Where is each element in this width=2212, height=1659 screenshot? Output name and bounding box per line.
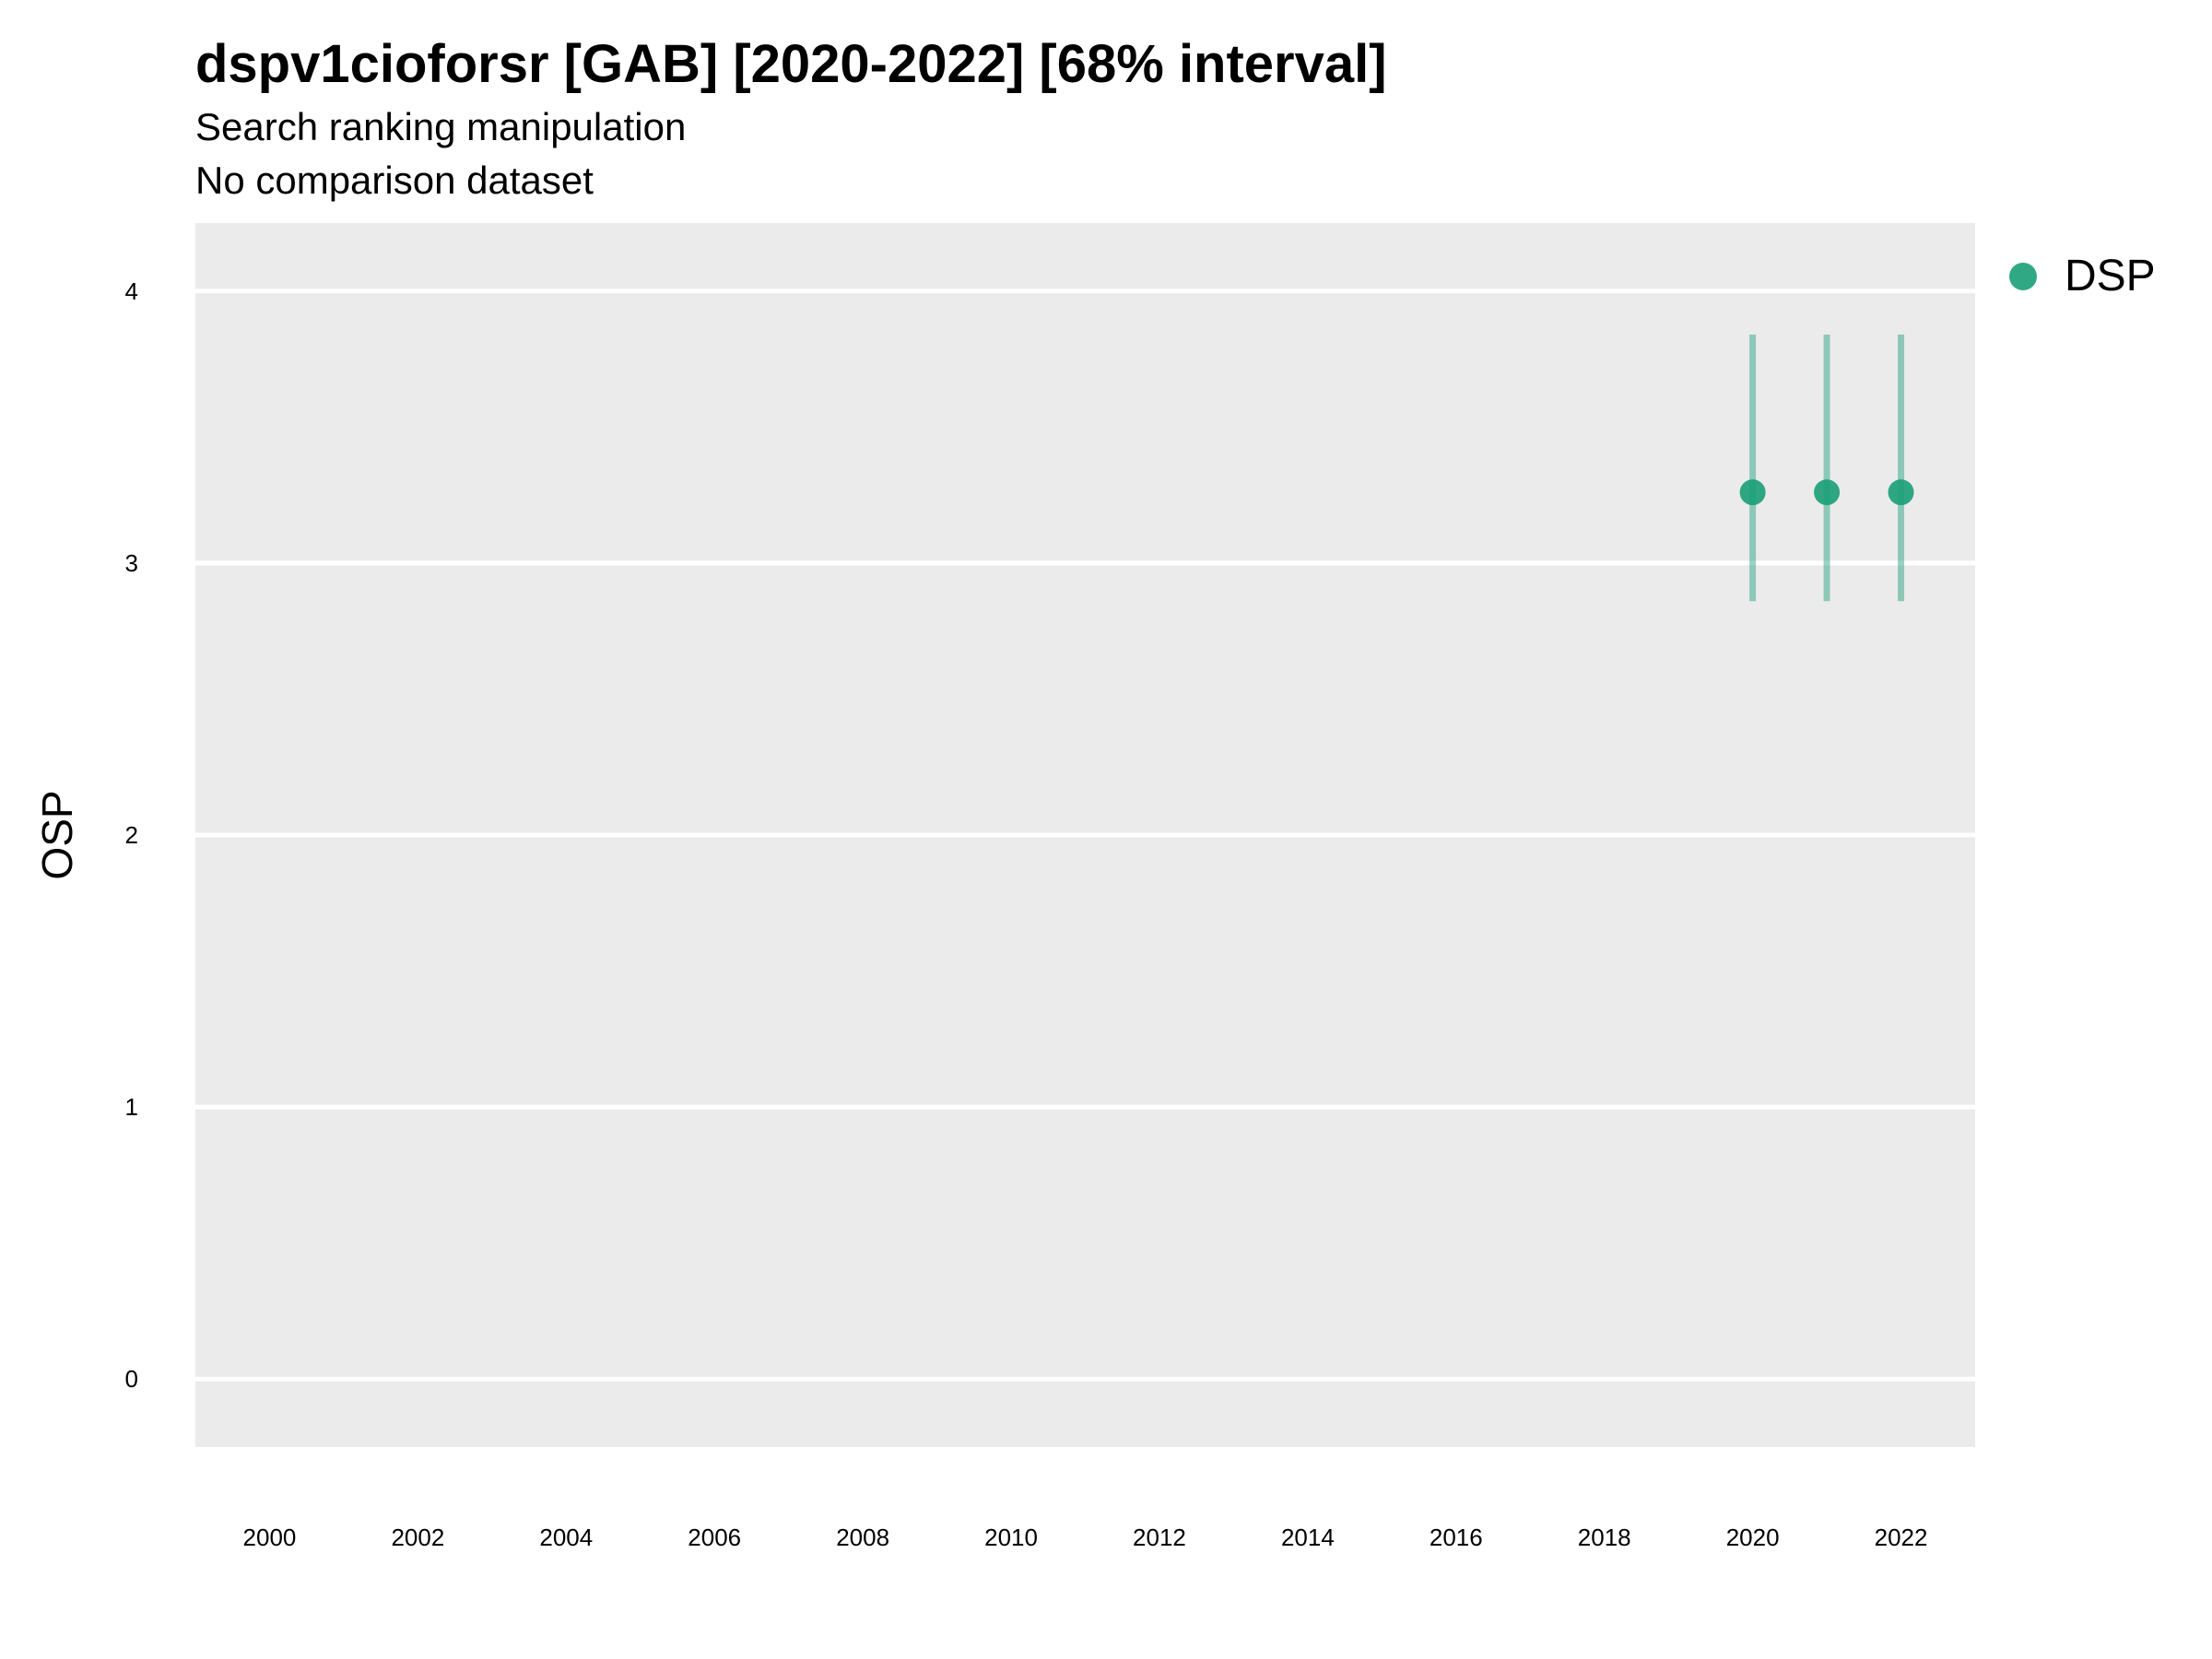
legend: DSP bbox=[2009, 251, 2156, 301]
chart-caption: No comparison dataset bbox=[195, 159, 594, 202]
x-tick-label-2004: 2004 bbox=[539, 1524, 593, 1551]
x-tick-label-2018: 2018 bbox=[1578, 1524, 1631, 1551]
y-axis-label: OSP bbox=[33, 790, 81, 879]
x-tick-label-2000: 2000 bbox=[243, 1524, 297, 1551]
x-tick-label-2020: 2020 bbox=[1726, 1524, 1780, 1551]
legend-key-dsp bbox=[2009, 262, 2037, 290]
x-tick-label-2008: 2008 bbox=[836, 1524, 889, 1551]
chart-subtitle: Search ranking manipulation bbox=[195, 105, 687, 148]
x-tick-label-2012: 2012 bbox=[1133, 1524, 1186, 1551]
y-tick-label-1: 1 bbox=[125, 1093, 138, 1121]
y-tick-label-2: 2 bbox=[125, 821, 138, 849]
y-tick-label-0: 0 bbox=[125, 1365, 138, 1393]
data-point-2021 bbox=[1814, 479, 1841, 506]
y-tick-label-4: 4 bbox=[125, 277, 138, 305]
y-tick-label-3: 3 bbox=[125, 549, 138, 577]
x-tick-label-2016: 2016 bbox=[1430, 1524, 1483, 1551]
x-tick-label-2022: 2022 bbox=[1875, 1524, 1928, 1551]
legend-label-dsp: DSP bbox=[2065, 252, 2156, 300]
x-tick-label-2014: 2014 bbox=[1281, 1524, 1335, 1551]
x-tick-label-2002: 2002 bbox=[391, 1524, 444, 1551]
chart-title: dspv1cioforsr [GAB] [2020-2022] [68% int… bbox=[195, 34, 1387, 94]
x-tick-label-2006: 2006 bbox=[688, 1524, 741, 1551]
data-point-2022 bbox=[1888, 479, 1914, 506]
x-tick-label-2010: 2010 bbox=[984, 1524, 1038, 1551]
data-point-2020 bbox=[1739, 479, 1766, 506]
